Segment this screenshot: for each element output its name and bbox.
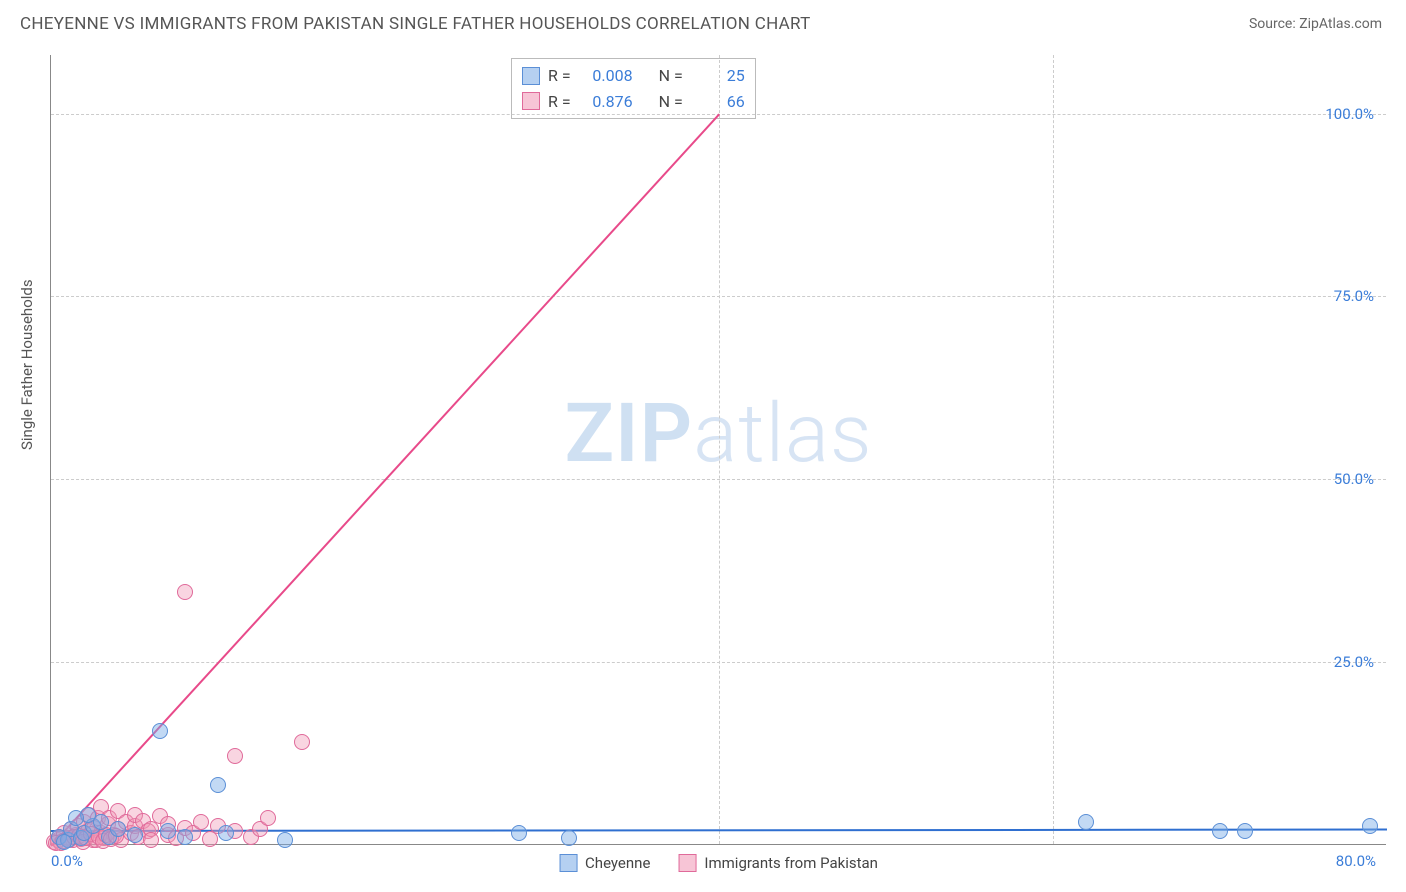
legend-item-blue: Cheyenne bbox=[559, 854, 650, 872]
swatch-blue bbox=[559, 854, 577, 872]
n-value-blue: 25 bbox=[691, 63, 745, 89]
swatch-pink bbox=[678, 854, 696, 872]
watermark-rest: atlas bbox=[693, 386, 872, 482]
data-point bbox=[1078, 814, 1094, 830]
y-tick-label: 100.0% bbox=[1325, 105, 1374, 123]
data-point bbox=[68, 810, 84, 826]
source-prefix: Source: bbox=[1249, 16, 1299, 32]
series-name-blue: Cheyenne bbox=[585, 854, 650, 872]
data-point bbox=[152, 723, 168, 739]
n-value-pink: 66 bbox=[691, 89, 745, 115]
gridline-v bbox=[1053, 55, 1054, 844]
data-point bbox=[218, 825, 234, 841]
data-point bbox=[56, 834, 72, 850]
series-name-pink: Immigrants from Pakistan bbox=[704, 854, 878, 872]
data-point bbox=[277, 832, 293, 848]
series-legend: Cheyenne Immigrants from Pakistan bbox=[559, 854, 878, 872]
legend-row-blue: R = 0.008 N = 25 bbox=[522, 63, 745, 89]
r-value-blue: 0.008 bbox=[579, 63, 633, 89]
y-axis-label: Single Father Households bbox=[18, 279, 36, 450]
source-attribution: Source: ZipAtlas.com bbox=[1249, 16, 1382, 32]
data-point bbox=[127, 827, 143, 843]
watermark-bold: ZIP bbox=[564, 386, 693, 482]
n-label: N = bbox=[659, 89, 683, 115]
y-tick-label: 75.0% bbox=[1334, 287, 1374, 305]
data-point bbox=[511, 825, 527, 841]
data-point bbox=[561, 830, 577, 846]
gridline-v bbox=[719, 55, 720, 844]
data-point bbox=[227, 748, 243, 764]
x-tick-min: 0.0% bbox=[51, 852, 83, 870]
r-value-pink: 0.876 bbox=[579, 89, 633, 115]
data-point bbox=[1212, 823, 1228, 839]
data-point bbox=[177, 829, 193, 845]
n-label: N = bbox=[659, 63, 683, 89]
trend-line bbox=[50, 114, 719, 847]
data-point bbox=[193, 814, 209, 830]
y-tick-label: 50.0% bbox=[1334, 470, 1374, 488]
data-point bbox=[260, 810, 276, 826]
chart-header: CHEYENNE VS IMMIGRANTS FROM PAKISTAN SIN… bbox=[0, 0, 1406, 44]
legend-row-pink: R = 0.876 N = 66 bbox=[522, 89, 745, 115]
chart-title: CHEYENNE VS IMMIGRANTS FROM PAKISTAN SIN… bbox=[20, 14, 811, 34]
data-point bbox=[210, 777, 226, 793]
data-point bbox=[294, 734, 310, 750]
data-point bbox=[143, 832, 159, 848]
data-point bbox=[160, 823, 176, 839]
r-label: R = bbox=[548, 89, 571, 115]
scatter-chart: ZIPatlas R = 0.008 N = 25 R = 0.876 N = … bbox=[50, 55, 1386, 845]
data-point bbox=[1237, 823, 1253, 839]
data-point bbox=[177, 584, 193, 600]
r-label: R = bbox=[548, 63, 571, 89]
data-point bbox=[1362, 818, 1378, 834]
y-tick-label: 25.0% bbox=[1334, 653, 1374, 671]
legend-item-pink: Immigrants from Pakistan bbox=[678, 854, 878, 872]
data-point bbox=[110, 821, 126, 837]
source-link[interactable]: ZipAtlas.com bbox=[1299, 16, 1382, 32]
x-tick-max: 80.0% bbox=[1336, 852, 1376, 870]
swatch-pink bbox=[522, 92, 540, 110]
swatch-blue bbox=[522, 67, 540, 85]
